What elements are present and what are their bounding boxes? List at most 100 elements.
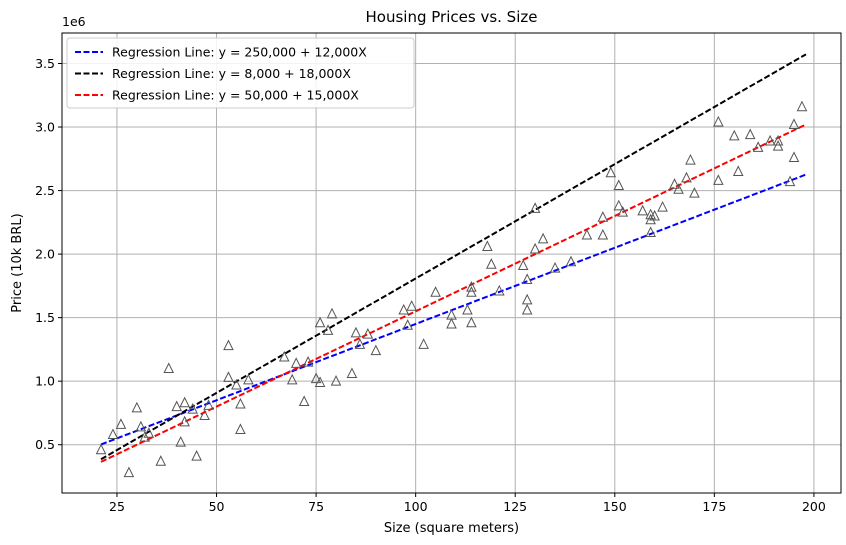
- data-point: [617, 206, 629, 217]
- x-tick-label: 125: [503, 499, 527, 514]
- data-point: [657, 200, 668, 212]
- data-point: [649, 209, 660, 221]
- data-point: [155, 455, 167, 466]
- data-point: [565, 255, 577, 267]
- y-tick-label: 1.0: [35, 374, 55, 389]
- data-point: [613, 179, 625, 190]
- data-point: [764, 134, 776, 146]
- data-point: [406, 300, 417, 311]
- plot-area-frame: [61, 32, 842, 494]
- grid-lines: [62, 33, 841, 493]
- axis-ticks: 25 50 75 100 125 150 175 200 0.5 1.0 1.5 2.0 2.5 3.0 3…: [35, 56, 826, 514]
- data-point: [330, 375, 342, 386]
- data-point: [744, 128, 756, 140]
- data-point: [346, 367, 358, 379]
- data-point: [446, 317, 457, 329]
- data-point: [521, 293, 533, 305]
- data-point: [613, 199, 625, 211]
- legend-label-3: Regression Line: y = 50,000 + 15,000X: [112, 88, 359, 103]
- legend-frame: [66, 37, 415, 109]
- data-point: [179, 396, 190, 408]
- legend: Regression Line: y = 250,000 + 12,000X Re…: [66, 37, 415, 109]
- regression-line-3: [100, 123, 807, 463]
- data-point: [462, 303, 473, 315]
- data-point: [402, 319, 414, 330]
- data-point: [314, 316, 326, 328]
- data-point: [310, 372, 322, 384]
- x-tick-label: 100: [404, 499, 428, 514]
- y-axis-offset-text: 1e6: [62, 14, 86, 29]
- data-point: [732, 165, 744, 177]
- data-point: [139, 430, 151, 442]
- data-point: [597, 211, 609, 222]
- data-point: [446, 308, 457, 320]
- data-point: [685, 153, 696, 165]
- data-points: [95, 100, 808, 478]
- data-point: [689, 186, 700, 198]
- data-point: [286, 373, 298, 385]
- data-point: [187, 403, 198, 414]
- x-tick-label: 25: [109, 499, 125, 514]
- data-point: [235, 397, 246, 409]
- data-point: [466, 316, 477, 328]
- data-point: [772, 139, 784, 151]
- data-point: [784, 175, 796, 187]
- data-point: [362, 328, 374, 339]
- data-point: [493, 284, 505, 296]
- data-point: [713, 115, 724, 127]
- data-point: [314, 376, 326, 387]
- data-point: [370, 344, 382, 356]
- data-point: [537, 232, 549, 244]
- data-point: [199, 409, 210, 420]
- x-tick-label: 175: [702, 499, 726, 514]
- data-point: [517, 259, 529, 271]
- regression-line-2: [100, 53, 807, 461]
- data-point: [115, 418, 127, 429]
- data-point: [135, 420, 147, 432]
- data-point: [713, 174, 724, 185]
- data-point: [466, 286, 477, 297]
- x-tick-label: 75: [308, 499, 324, 514]
- data-point: [290, 357, 302, 368]
- data-point: [486, 258, 497, 269]
- data-point: [772, 134, 784, 146]
- y-axis-label: Price (10k BRL): [10, 213, 25, 312]
- data-point: [179, 415, 190, 427]
- data-point: [175, 436, 186, 447]
- data-point: [350, 326, 362, 338]
- data-point: [482, 240, 493, 251]
- data-point: [529, 242, 541, 254]
- data-point: [243, 373, 254, 385]
- data-point: [796, 100, 808, 112]
- data-point: [581, 228, 593, 240]
- data-point: [673, 183, 684, 194]
- data-point: [398, 303, 410, 315]
- data-point: [95, 443, 107, 455]
- x-tick-label: 50: [209, 499, 225, 514]
- data-point: [107, 428, 119, 440]
- data-point: [235, 423, 246, 434]
- data-point: [231, 378, 242, 390]
- data-point: [163, 362, 175, 373]
- data-point: [521, 273, 533, 285]
- data-point: [637, 204, 648, 216]
- data-point: [322, 324, 334, 335]
- data-point: [302, 355, 314, 367]
- data-point: [669, 178, 680, 189]
- regression-lines: [100, 53, 807, 463]
- data-point: [298, 395, 310, 407]
- data-point: [326, 307, 338, 319]
- data-point: [278, 350, 290, 362]
- data-point: [223, 371, 234, 382]
- y-tick-label: 0.5: [35, 437, 55, 452]
- data-point: [354, 338, 366, 349]
- legend-label-2: Regression Line: y = 8,000 + 18,000X: [112, 66, 351, 81]
- data-point: [430, 286, 441, 297]
- data-point: [681, 171, 692, 183]
- data-point: [466, 281, 477, 292]
- x-tick-label: 200: [802, 499, 826, 514]
- data-point: [123, 466, 135, 478]
- y-tick-label: 3.0: [35, 120, 55, 135]
- x-tick-label: 150: [603, 499, 627, 514]
